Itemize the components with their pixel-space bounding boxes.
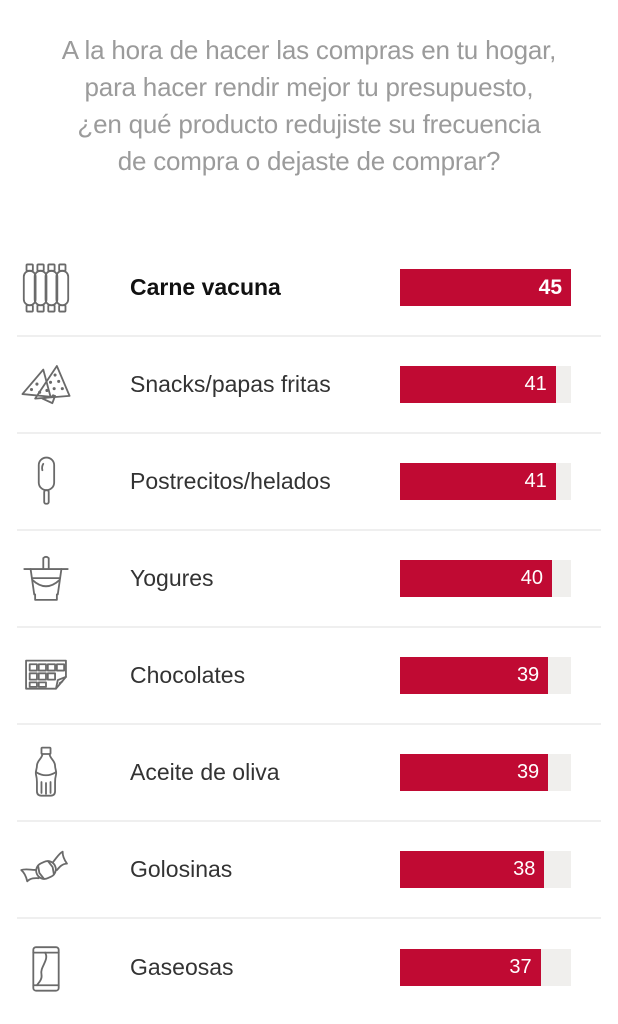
- bar-value: 45: [538, 275, 562, 299]
- bar-track: 38: [400, 851, 571, 888]
- chart-title-line: ¿en qué producto redujiste su frecuencia: [77, 109, 541, 139]
- bar-track: 39: [400, 754, 571, 791]
- chart-title-line: de compra o dejaste de comprar?: [117, 146, 501, 176]
- bar-fill: 45: [400, 269, 571, 306]
- bar-track: 45: [400, 269, 571, 306]
- soda-can-icon: [17, 937, 130, 999]
- bar-value: 37: [509, 956, 532, 978]
- chart-row: Golosinas 38: [17, 822, 601, 919]
- category-label: Yogures: [130, 565, 214, 591]
- chart-row: Chocolates 39: [17, 628, 601, 725]
- bar-value: 40: [520, 567, 543, 589]
- tortilla-chips-icon: [17, 354, 130, 416]
- chart-row: Yogures 40: [17, 531, 601, 628]
- bar-track: 40: [400, 560, 571, 597]
- category-label: Postrecitos/helados: [130, 468, 331, 494]
- bottle-icon: [17, 742, 130, 804]
- category-label: Golosinas: [130, 856, 233, 882]
- bar-fill: 38: [400, 851, 545, 888]
- chocolate-bar-icon: [17, 645, 130, 707]
- bar-track: 41: [400, 463, 571, 500]
- ribs-icon: [17, 257, 130, 319]
- chart-title-line: A la hora de hacer las compras en tu hog…: [61, 35, 557, 65]
- chart-row: Gaseosas 37: [17, 919, 601, 1016]
- bar-track: 37: [400, 949, 571, 986]
- bar-value: 39: [516, 761, 540, 783]
- chart-rows: Carne vacuna 45: [17, 240, 601, 1016]
- chart-title: A la hora de hacer las compras en tu hog…: [12, 32, 606, 180]
- bar-fill: 37: [400, 949, 541, 986]
- bar-value: 41: [524, 373, 547, 395]
- chart-title-line: para hacer rendir mejor tu presupuesto,: [84, 72, 534, 102]
- yogurt-cup-icon: [17, 548, 130, 610]
- bar-value: 38: [513, 858, 536, 880]
- bar-fill: 39: [400, 657, 549, 694]
- category-label: Aceite de oliva: [130, 759, 280, 785]
- candy-icon: [17, 839, 130, 901]
- popsicle-icon: [17, 451, 130, 513]
- chart-row: Aceite de oliva 39: [17, 725, 601, 822]
- chart-row: Snacks/papas fritas 41: [17, 337, 601, 434]
- bar-value: 39: [516, 664, 540, 686]
- chart-row: Carne vacuna 45: [17, 240, 601, 337]
- bar-fill: 41: [400, 463, 556, 500]
- category-label: Chocolates: [130, 662, 246, 688]
- bar-fill: 39: [400, 754, 549, 791]
- category-label: Snacks/papas fritas: [130, 371, 331, 397]
- chart-row: Postrecitos/helados 41: [17, 434, 601, 531]
- bar-track: 39: [400, 657, 571, 694]
- bar-fill: 41: [400, 366, 556, 403]
- bar-track: 41: [400, 366, 571, 403]
- bar-value: 41: [524, 470, 547, 492]
- category-label: Carne vacuna: [130, 274, 281, 300]
- category-label: Gaseosas: [130, 954, 234, 980]
- bar-fill: 40: [400, 560, 552, 597]
